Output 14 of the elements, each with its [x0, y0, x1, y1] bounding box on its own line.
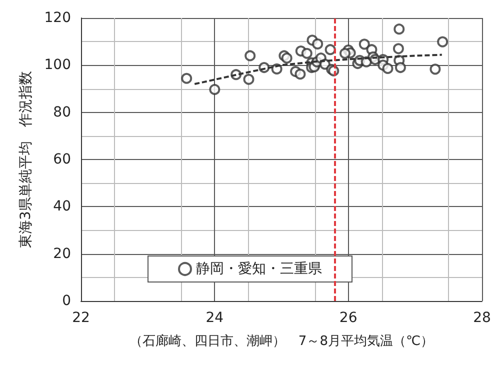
x-tick-label: 22 — [72, 310, 90, 326]
y-tick-label: 120 — [44, 10, 71, 26]
legend-label: 静岡・愛知・三重県 — [196, 261, 322, 277]
y-tick-label: 0 — [62, 293, 71, 309]
y-tick-label: 80 — [53, 104, 71, 120]
x-axis-title: （石廊崎、四日市、潮岬） 7～8月平均気温（℃） — [129, 333, 434, 349]
x-tick-label: 26 — [339, 310, 358, 326]
y-tick-label: 20 — [53, 246, 71, 262]
x-tick-label: 24 — [206, 310, 224, 326]
x-tick-label: 28 — [473, 310, 491, 326]
y-tick-label: 60 — [53, 152, 71, 168]
y-axis-title: 東海3県単純平均 作況指数 — [18, 71, 34, 248]
y-tick-label: 100 — [44, 57, 71, 74]
y-tick-label: 40 — [53, 198, 71, 215]
